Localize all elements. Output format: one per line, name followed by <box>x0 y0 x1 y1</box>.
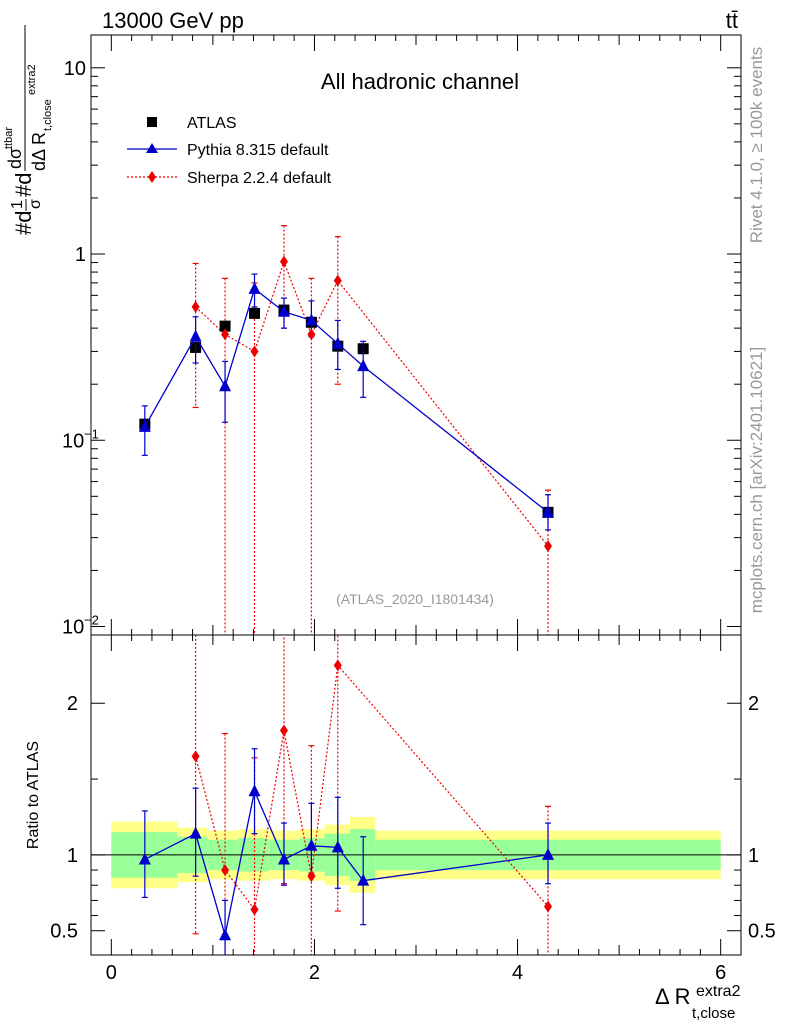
ratio-pythia-point <box>357 873 370 886</box>
ratio-sherpa-point <box>333 659 342 672</box>
main-ytick-label: 1 <box>75 244 86 266</box>
ratio-ytick-label: 2 <box>67 693 78 715</box>
ratio-pythia-point <box>305 838 318 851</box>
legend-sherpa: Sherpa 2.2.4 default <box>127 170 332 187</box>
x-axis-label: Δ R extra2 t,close <box>655 983 741 1022</box>
main-ytick-label-exponent: −2 <box>84 612 99 627</box>
pythia-point <box>305 313 318 326</box>
pythia-point <box>357 359 370 372</box>
ratio-sherpa-point <box>307 870 316 883</box>
xtick-label: 2 <box>309 962 320 984</box>
ratio-pythia-point <box>542 847 555 860</box>
svg-text:dΔ R: dΔ R <box>29 132 49 171</box>
sherpa-line <box>195 259 549 547</box>
ratio-sherpa-point <box>221 864 230 877</box>
main-ytick-label-exponent: −1 <box>84 426 99 441</box>
main-title: All hadronic channel <box>321 69 519 94</box>
ratio-pythia-point <box>219 928 232 941</box>
analysis-tag: (ATLAS_2020_I1801434) <box>336 591 494 607</box>
ratio-ytick-label: 1 <box>67 845 78 867</box>
sherpa-point <box>279 255 288 268</box>
ratio-ytick-label-right: 0.5 <box>748 921 776 943</box>
ratio-sherpa-point <box>279 724 288 737</box>
svg-text:Δ R: Δ R <box>655 984 690 1009</box>
pythia-line <box>144 287 549 513</box>
ratio-y-axis-label: Ratio to ATLAS <box>25 741 42 849</box>
rivet-version-label: Rivet 4.1.0, ≥ 100k events <box>747 47 766 243</box>
pythia-point <box>542 505 555 518</box>
mcplots-label: mcplots.cern.ch [arXiv:2401.10621] <box>747 347 766 613</box>
svg-text:#d: #d <box>11 173 36 197</box>
pythia-point <box>248 281 261 294</box>
svg-text:dσ: dσ <box>5 148 25 169</box>
sherpa-point <box>221 328 230 341</box>
ratio-frame <box>90 634 742 956</box>
xtick-label: 6 <box>715 962 726 984</box>
ratio-ytick-label-right: 1 <box>748 845 759 867</box>
pythia-point <box>277 304 290 317</box>
svg-text:σ: σ <box>27 199 44 209</box>
ratio-sherpa-point <box>250 903 259 916</box>
svg-text:t,close: t,close <box>42 99 54 131</box>
legend: ATLAS Pythia 8.315 default Sherpa 2.2.4 … <box>127 115 332 187</box>
legend-atlas: ATLAS <box>147 115 237 132</box>
legend-pythia: Pythia 8.315 default <box>127 142 329 159</box>
sherpa-point <box>250 345 259 358</box>
pythia-point <box>189 329 202 342</box>
svg-text:ATLAS: ATLAS <box>187 115 237 132</box>
process-label: tt̄ <box>726 8 738 33</box>
ratio-pythia-point <box>331 840 344 853</box>
ratio-sherpa-point <box>191 750 200 763</box>
xtick-label: 0 <box>106 962 117 984</box>
pythia-point <box>219 379 232 392</box>
energy-label: 13000 GeV pp <box>102 8 244 33</box>
svg-text:ttbar: ttbar <box>3 127 15 149</box>
svg-text:t,close: t,close <box>692 1005 735 1022</box>
svg-text:extra2: extra2 <box>696 983 741 1000</box>
svg-text:Pythia 8.315 default: Pythia 8.315 default <box>187 142 329 159</box>
main-y-axis-label: #d 1 σ #d dσ ttbar dΔ R t,close extra2 <box>3 25 54 235</box>
svg-text:Sherpa 2.2.4 default: Sherpa 2.2.4 default <box>187 170 332 187</box>
main-ytick-label: 10 <box>64 58 86 80</box>
sherpa-point <box>333 274 342 287</box>
svg-text:#d: #d <box>11 211 36 235</box>
sherpa-point <box>191 300 200 313</box>
ratio-pythia-point <box>277 852 290 865</box>
ratio-ytick-label: 0.5 <box>50 921 78 943</box>
atlas-point <box>219 320 231 332</box>
main-ytick-label: 10 <box>62 430 84 452</box>
ratio-panel: 0.5 0.5 1 1 2 2 0 2 4 6 <box>50 35 776 984</box>
ratio-pythia-point <box>138 852 151 865</box>
ratio-pythia-point <box>189 826 202 839</box>
svg-text:1: 1 <box>9 200 26 209</box>
pythia-point <box>331 336 344 349</box>
svg-text:extra2: extra2 <box>26 64 38 95</box>
xtick-label: 4 <box>512 962 523 984</box>
ratio-ytick-label-right: 2 <box>748 693 759 715</box>
sherpa-point <box>544 540 553 553</box>
pythia-point <box>138 419 151 432</box>
ratio-sherpa-point <box>544 900 553 913</box>
atlas-point <box>249 307 261 319</box>
ratio-pythia-point <box>248 784 261 797</box>
main-ytick-label: 10 <box>62 616 84 638</box>
sherpa-point <box>307 328 316 341</box>
